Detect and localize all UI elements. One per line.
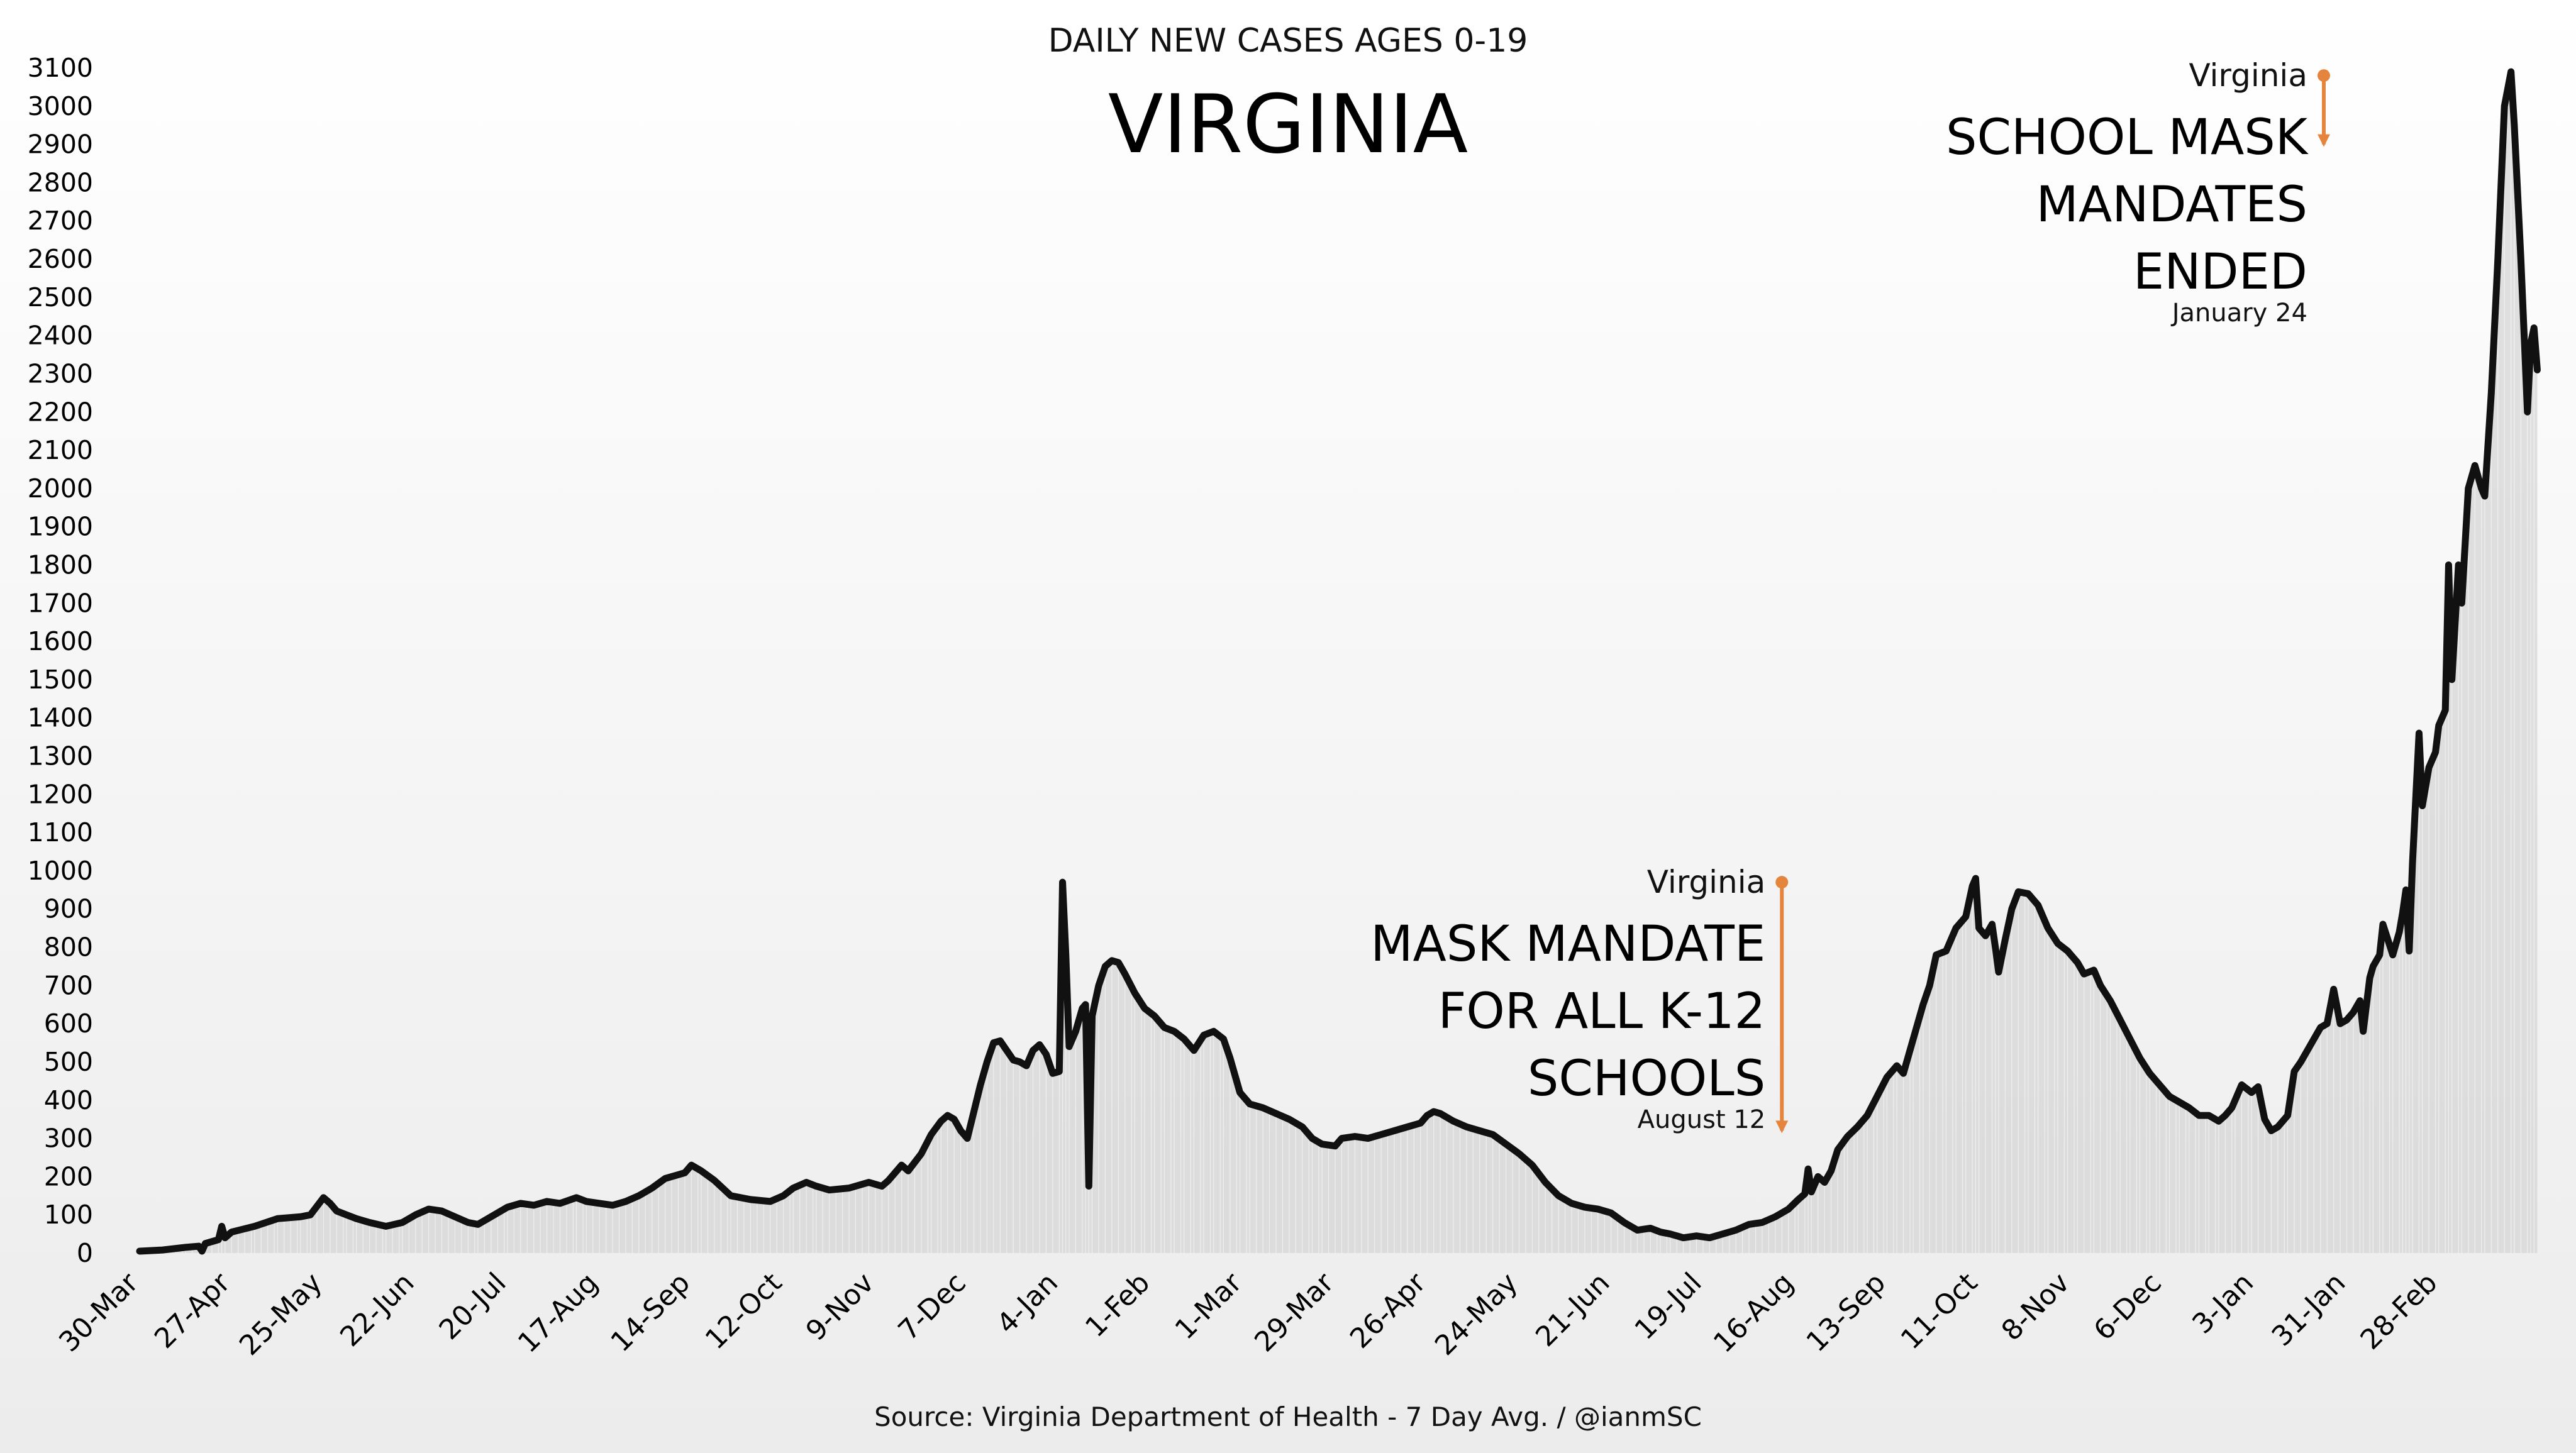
y-tick-label: 500: [44, 1047, 93, 1077]
y-tick-label: 1100: [28, 817, 93, 848]
annotation-label-big: ENDED: [2133, 244, 2307, 301]
y-tick-label: 2500: [28, 282, 93, 312]
y-tick-label: 2100: [28, 435, 93, 465]
annotation-label-small: Virginia: [2189, 57, 2307, 94]
y-tick-label: 2300: [28, 358, 93, 389]
y-tick-label: 1200: [28, 779, 93, 809]
annotation-arrowhead: [2317, 134, 2330, 147]
y-tick-label: 2900: [28, 130, 93, 160]
source-note: Source: Virginia Department of Health - …: [874, 1401, 1702, 1432]
annotation-date: August 12: [1638, 1105, 1766, 1134]
y-tick-label: 2000: [28, 473, 93, 504]
y-tick-label: 2800: [28, 167, 93, 197]
y-tick-label: 1600: [28, 626, 93, 656]
y-tick-label: 3000: [28, 91, 93, 121]
y-tick-label: 2600: [28, 244, 93, 274]
y-tick-label: 1700: [28, 588, 93, 618]
y-tick-label: 1500: [28, 665, 93, 695]
y-tick-label: 700: [44, 970, 93, 1000]
y-tick-label: 2200: [28, 397, 93, 427]
y-tick-label: 0: [77, 1238, 93, 1268]
y-tick-label: 2700: [28, 206, 93, 236]
chart-subtitle: DAILY NEW CASES AGES 0-19: [1048, 22, 1528, 60]
annotation-label-big: SCHOOL MASK: [1946, 109, 2309, 166]
y-tick-label: 1400: [28, 703, 93, 733]
y-tick-label: 900: [44, 894, 93, 924]
annotation-label-small: Virginia: [1647, 864, 1766, 900]
y-tick-label: 1800: [28, 550, 93, 580]
y-tick-label: 200: [44, 1161, 93, 1191]
annotation-arrowhead: [1775, 1120, 1789, 1134]
y-tick-label: 800: [44, 932, 93, 963]
y-tick-label: 1900: [28, 512, 93, 542]
annotation-label-big: SCHOOLS: [1528, 1051, 1765, 1107]
y-tick-label: 600: [44, 1008, 93, 1039]
series-line-path: [136, 68, 2541, 1255]
y-axis: 0 100 200 300 400 500 600 700 800 900 1000 1100 1200…: [28, 53, 93, 1268]
annotation-dot: [2317, 69, 2330, 82]
y-tick-label: 3100: [28, 53, 93, 83]
annotation-label-big: MANDATES: [2036, 177, 2307, 233]
y-tick-label: 300: [44, 1124, 93, 1154]
annotation-date: January 24: [2170, 299, 2307, 328]
y-tick-label: 2400: [28, 321, 93, 351]
annotation-dot: [1775, 876, 1789, 889]
y-tick-label: 100: [44, 1200, 93, 1230]
annotation-label-big: FOR ALL K-12: [1438, 983, 1766, 1040]
y-tick-label: 400: [44, 1085, 93, 1115]
y-tick-label: 1000: [28, 856, 93, 886]
annotation-label-big: MASK MANDATE: [1370, 916, 1765, 973]
chart-title: VIRGINIA: [1108, 78, 1468, 172]
series-line: [136, 68, 2541, 1255]
y-tick-label: 1300: [28, 741, 93, 771]
annotations: Virginia MASK MANDATE FOR ALL K-12 SCHOOLSA…: [1370, 57, 2330, 1134]
